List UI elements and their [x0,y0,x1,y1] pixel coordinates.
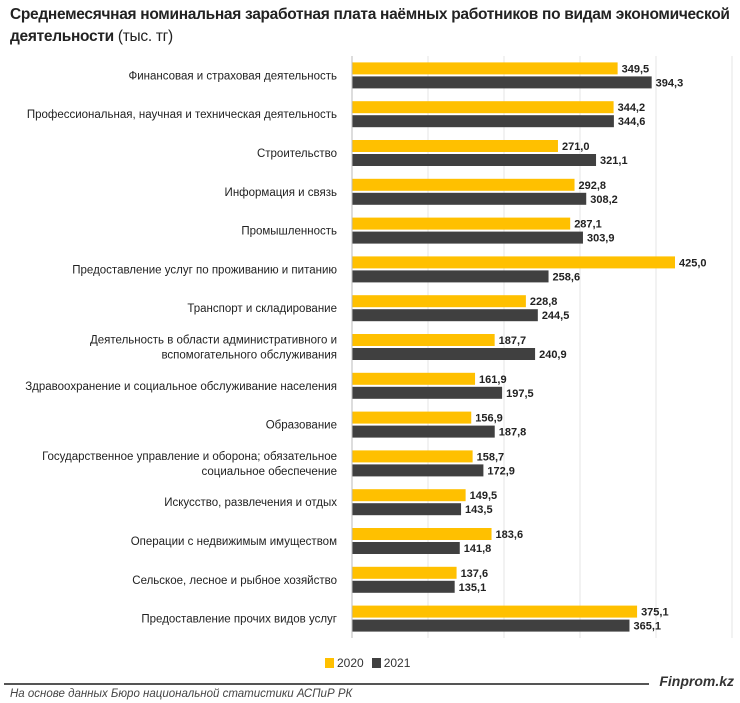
category-label: Государственное управление и оборона; об… [42,451,337,463]
category-label: Деятельность в области административного… [90,335,337,347]
bar-2020 [352,334,495,346]
footer-divider [4,683,649,685]
bar-2020 [352,489,466,502]
bar-2020 [352,62,618,75]
category-label: Профессиональная, научная и техническая … [27,109,337,121]
bar-2020 [352,140,558,152]
data-label-2020: 183,6 [496,529,524,541]
bar-2021 [352,580,455,593]
data-label-2021: 308,2 [590,194,618,206]
data-label-2020: 344,2 [618,102,646,114]
legend-item-2021: 2021 [371,656,411,670]
bar-2021 [352,76,652,89]
chart-title: Среднемесячная номинальная заработная пл… [10,4,730,48]
bar-2021 [352,115,614,128]
bar-2021 [352,503,462,516]
bar-2021 [352,348,536,360]
bar-2021 [352,425,495,438]
data-label-2020: 156,9 [475,413,503,425]
bar-2021 [352,270,549,283]
data-label-2021: 394,3 [656,77,684,89]
data-label-2021: 143,5 [465,504,493,516]
data-label-2020: 292,8 [579,180,607,192]
bar-2021 [352,619,630,632]
category-label: Финансовая и страховая деятельность [128,70,337,82]
bar-2020 [352,528,492,540]
data-label-2021: 141,8 [464,543,492,555]
legend: 2020 2021 [325,656,410,670]
bar-2020 [352,605,638,618]
source-note: На основе данных Бюро национальной стати… [10,688,353,700]
data-label-2020: 271,0 [562,141,590,153]
legend-label: 2020 [337,656,364,670]
category-label: Здравоохранение и социальное обслуживани… [25,381,337,393]
data-label-2020: 228,8 [530,296,558,308]
data-label-2021: 135,1 [459,582,487,594]
title-unit: (тыс. тг) [117,28,173,45]
data-label-2020: 425,0 [679,257,707,269]
data-label-2021: 197,5 [506,388,534,400]
bar-2021 [352,192,587,205]
bar-2020 [352,295,526,308]
category-label: Предоставление услуг по проживанию и пит… [72,264,337,276]
category-label: Транспорт и складирование [187,303,337,315]
category-label: Строительство [257,148,337,160]
bar-2020 [352,217,571,230]
data-label-2021: 321,1 [600,155,628,167]
data-label-2020: 149,5 [470,490,498,502]
data-label-2020: 349,5 [622,63,650,75]
legend-swatch [325,658,334,668]
data-label-2021: 172,9 [487,465,515,477]
legend-label: 2021 [383,656,411,670]
category-label: Образование [266,420,337,432]
bar-2020 [352,256,675,269]
data-label-2021: 240,9 [539,349,567,361]
title-text: Среднемесячная номинальная заработная пл… [10,6,730,45]
data-label-2020: 161,9 [479,374,507,386]
data-label-2021: 303,9 [587,233,615,245]
category-label: вспомогательного обслуживания [161,350,337,362]
data-label-2021: 258,6 [553,271,581,283]
bar-2020 [352,372,476,385]
bar-2021 [352,386,503,399]
bar-chart: Финансовая и страховая деятельность 349,5… [25,56,733,638]
bar-2020 [352,411,472,424]
bar-2021 [352,464,484,477]
brand-logo: Finprom.kz [659,673,734,689]
bar-2021 [352,309,538,322]
bar-2020 [352,178,575,191]
bar-2021 [352,231,583,244]
legend-swatch [371,658,381,668]
data-label-2021: 187,8 [499,427,527,439]
category-label: Сельское, лесное и рыбное хозяйство [132,575,337,587]
data-label-2020: 375,1 [641,607,669,619]
data-label-2020: 158,7 [477,451,505,463]
bar-2020 [352,566,457,579]
data-label-2021: 365,1 [633,621,661,633]
category-label: Предоставление прочих видов услуг [141,614,337,626]
data-label-2021: 244,5 [542,310,570,322]
bar-2021 [352,542,460,554]
category-label: Искусство, развлечения и отдых [164,497,337,509]
data-label-2020: 137,6 [461,568,489,580]
data-label-2020: 187,7 [499,335,527,347]
bar-2020 [352,450,473,463]
category-label: Операции с недвижимым имуществом [131,536,337,548]
bar-2021 [352,154,597,166]
data-label-2021: 344,6 [618,116,646,128]
category-label: Промышленность [241,226,337,238]
legend-item-2020: 2020 [325,656,364,670]
bar-2020 [352,101,614,114]
category-label: социальное обеспечение [201,466,337,478]
data-label-2020: 287,1 [574,219,602,231]
category-label: Информация и связь [225,187,337,199]
